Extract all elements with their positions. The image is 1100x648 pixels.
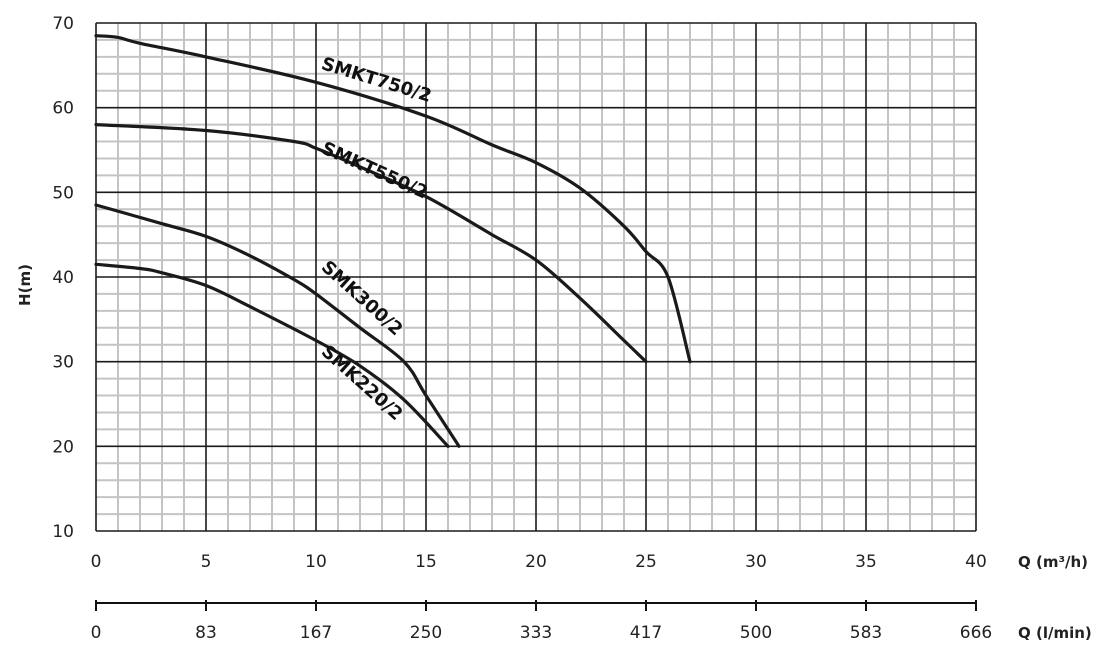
x2-tick-label: 167 [300, 623, 332, 643]
x-tick-label: 10 [305, 552, 327, 572]
y-tick-label: 30 [52, 353, 74, 373]
series-label-smkt550-2: SMKT550/2 [318, 138, 430, 203]
x2-tick-label: 583 [850, 623, 882, 643]
series-line-smk220-2 [94, 262, 450, 448]
series-curves [94, 34, 692, 448]
x-tick-labels: 0 5 10 15 20 25 30 35 40 [91, 552, 987, 572]
y-tick-label: 50 [52, 183, 74, 203]
y-axis-title: H(m) [16, 264, 34, 306]
x2-tick-label: 417 [630, 623, 662, 643]
series-line-smkt550-2 [94, 123, 648, 364]
x-tick-label: 5 [201, 552, 212, 572]
x2-tick-label: 0 [91, 623, 102, 643]
major-grid [95, 22, 977, 532]
x-tick-label: 40 [965, 552, 987, 572]
x-tick-label: 15 [415, 552, 437, 572]
series-line-smkt750-2 [94, 34, 692, 364]
x-tick-label: 25 [635, 552, 657, 572]
y-tick-label: 20 [52, 437, 74, 457]
y-tick-label: 70 [52, 14, 74, 34]
secondary-x-axis: 0 83 167 250 333 417 500 583 666 [91, 600, 992, 643]
x-tick-label: 0 [91, 552, 102, 572]
x2-tick-label: 83 [195, 623, 217, 643]
x-tick-label: 35 [855, 552, 877, 572]
x2-tick-label: 666 [960, 623, 992, 643]
x2-tick-label: 500 [740, 623, 772, 643]
y-tick-label: 10 [52, 522, 74, 542]
x2-tick-label: 250 [410, 623, 442, 643]
x-tick-label: 30 [745, 552, 767, 572]
x-axis-title: Q (m³/h) [1018, 553, 1088, 571]
x-tick-label: 20 [525, 552, 547, 572]
x2-axis-title: Q (l/min) [1018, 624, 1092, 642]
y-tick-label: 60 [52, 99, 74, 119]
x2-tick-label: 333 [520, 623, 552, 643]
y-tick-labels: 10 20 30 40 50 60 70 [52, 14, 74, 542]
y-tick-label: 40 [52, 268, 74, 288]
series-line-smk300-2 [94, 203, 461, 448]
